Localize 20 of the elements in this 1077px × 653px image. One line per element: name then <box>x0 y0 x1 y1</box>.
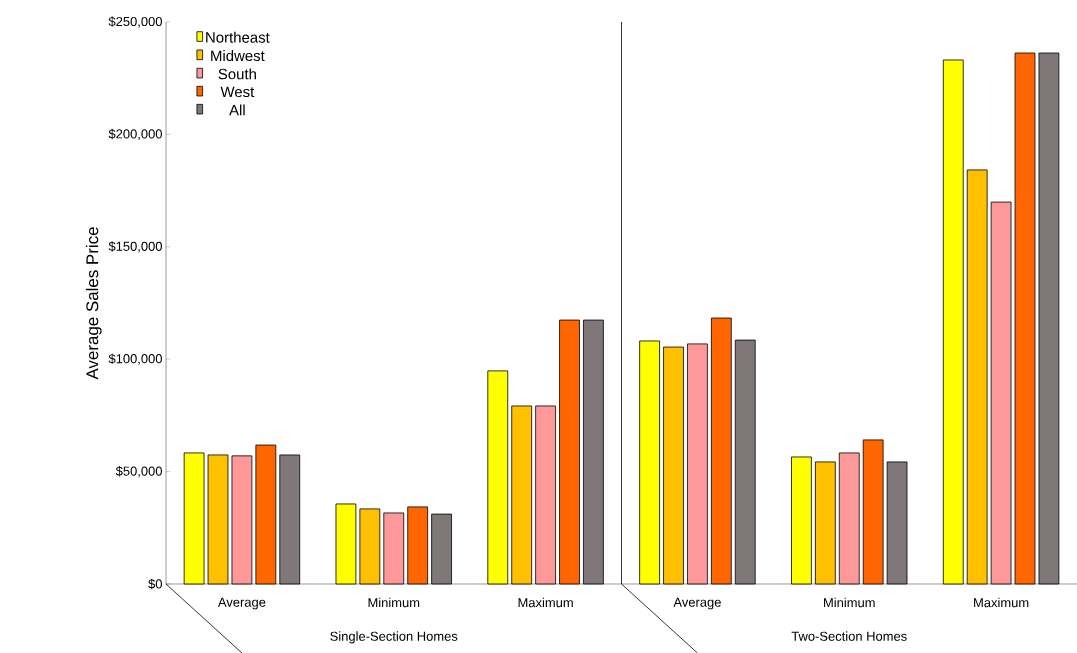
x-tick-label: Average <box>673 597 721 610</box>
y-tick-label: $200,000 <box>108 128 162 141</box>
y-tick-label: $0 <box>148 578 162 590</box>
y-tick-label: $100,000 <box>108 353 162 365</box>
y-tick-label: $50,000 <box>115 465 162 478</box>
text: Single-Section Homes <box>330 631 458 644</box>
y-axis-title: Average Sales Price <box>85 227 102 380</box>
y-tick-label: $250,000 <box>108 16 162 28</box>
x-tick-label: Maximum <box>974 597 1029 608</box>
legend-label: Midwest <box>211 50 265 62</box>
x-tick-label: Average <box>217 597 266 610</box>
legend-label: All <box>229 104 245 116</box>
legend-label: Northeast <box>206 31 270 43</box>
y-tick-label: $150,000 <box>108 241 162 253</box>
x-tick-label: Minimum <box>824 597 875 608</box>
x-tick-label: Minimum <box>368 597 420 608</box>
legend-label: South <box>218 68 256 80</box>
text: Two-Section Homes <box>791 631 907 641</box>
x-tick-label: Maximum <box>518 597 573 608</box>
legend-label: West <box>220 86 255 98</box>
